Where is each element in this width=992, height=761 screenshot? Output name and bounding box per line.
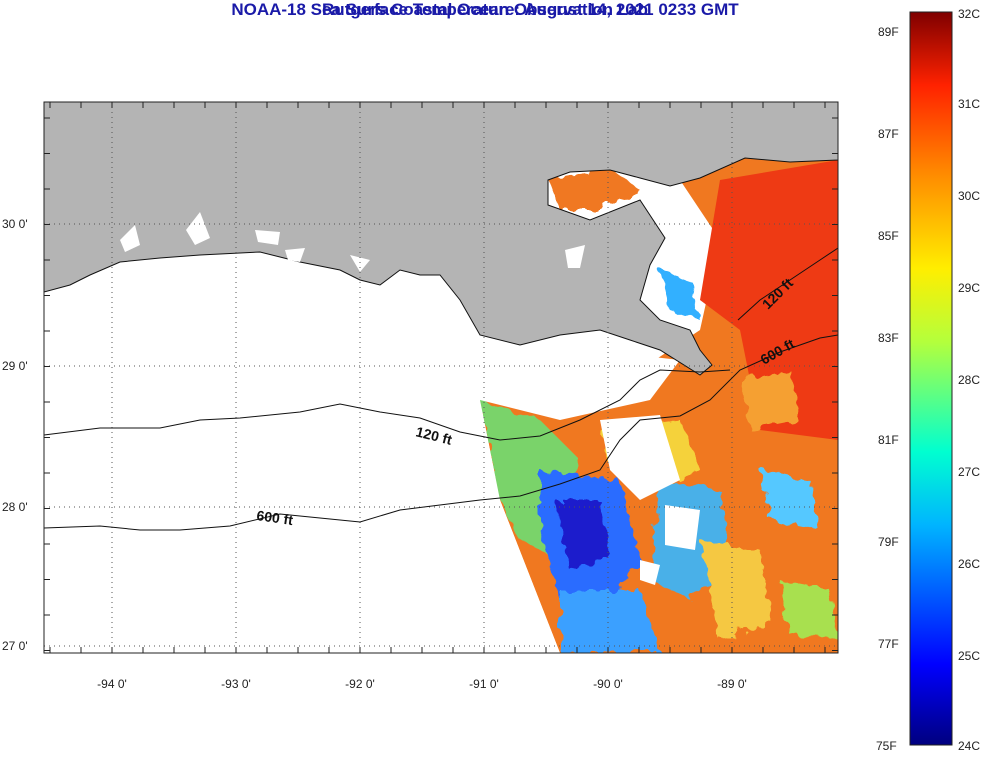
lon-tick-label: -89 0' bbox=[717, 677, 747, 691]
lon-tick-label: -90 0' bbox=[593, 677, 623, 691]
lat-tick-label: 29 0' bbox=[2, 359, 28, 373]
inland-lakes bbox=[120, 212, 585, 272]
lon-axis: -94 0' -93 0' -92 0' -91 0' -90 0' -89 0… bbox=[97, 677, 747, 691]
colorbar-c-label: 30C bbox=[958, 189, 980, 203]
map-title: NOAA-18 Sea Surface Temperature: August … bbox=[231, 0, 739, 19]
colorbar-c-label: 29C bbox=[958, 281, 980, 295]
colorbar-f-label: 75F bbox=[876, 739, 897, 753]
colorbar-f-label: 89F bbox=[878, 25, 899, 39]
colorbar bbox=[909, 11, 953, 746]
lon-tick-label: -94 0' bbox=[97, 677, 127, 691]
lat-tick-label: 27 0' bbox=[2, 639, 28, 653]
colorbar-f-label: 85F bbox=[878, 229, 899, 243]
colorbar-c-label: 31C bbox=[958, 97, 980, 111]
map-subtitle: Rutgers Coastal Ocean Observation Lab bbox=[322, 0, 648, 19]
colorbar-f-label: 79F bbox=[878, 535, 899, 549]
colorbar-f-label: 87F bbox=[878, 127, 899, 141]
colorbar-c-label: 25C bbox=[958, 649, 980, 663]
colorbar-f-label: 83F bbox=[878, 331, 899, 345]
colorbar-f-labels: 89F 87F 85F 83F 81F 79F 77F 75F bbox=[876, 25, 899, 753]
frame-ticks bbox=[44, 102, 838, 653]
plot-frame bbox=[43, 101, 839, 654]
lat-axis: 30 0' 29 0' 28 0' 27 0' bbox=[2, 217, 28, 653]
colorbar-c-labels: 32C 31C 30C 29C 28C 27C 26C 25C 24C bbox=[958, 7, 980, 753]
lon-tick-label: -92 0' bbox=[345, 677, 375, 691]
colorbar-c-label: 27C bbox=[958, 465, 980, 479]
land-area bbox=[44, 102, 838, 376]
colorbar-f-label: 81F bbox=[878, 433, 899, 447]
colorbar-c-label: 24C bbox=[958, 739, 980, 753]
lon-tick-label: -91 0' bbox=[469, 677, 499, 691]
lat-tick-label: 28 0' bbox=[2, 500, 28, 514]
colorbar-c-label: 32C bbox=[958, 7, 980, 21]
colorbar-c-label: 26C bbox=[958, 557, 980, 571]
colorbar-c-label: 28C bbox=[958, 373, 980, 387]
lat-tick-label: 30 0' bbox=[2, 217, 28, 231]
bathymetry-contours bbox=[44, 247, 838, 531]
colorbar-f-label: 77F bbox=[878, 637, 899, 651]
lon-tick-label: -93 0' bbox=[221, 677, 251, 691]
contour-label-600ft-west: 600 ft bbox=[256, 507, 295, 528]
